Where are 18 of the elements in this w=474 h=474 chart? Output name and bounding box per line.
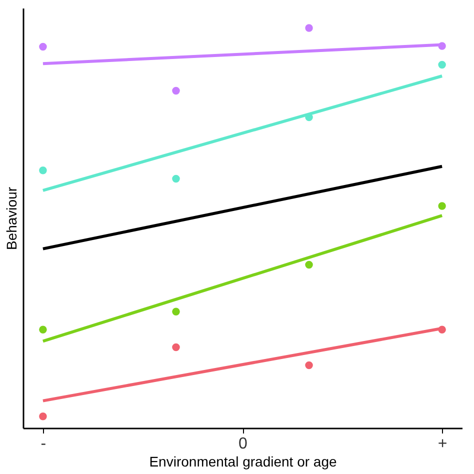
point (438, 60, 446, 69)
point (305, 260, 313, 269)
point (39, 412, 47, 420)
point (305, 361, 313, 370)
point (172, 308, 180, 316)
point (39, 326, 47, 334)
x-tick-label: 0 (238, 436, 248, 452)
point (39, 42, 47, 51)
y-axis-title: Behaviour (4, 186, 20, 250)
point (305, 24, 313, 32)
point (438, 202, 446, 210)
point (39, 166, 47, 174)
point (172, 343, 180, 352)
x-tick-label: + (438, 436, 448, 452)
x-tick-label: - (40, 436, 46, 452)
x-axis-title: Environmental gradient or age (149, 454, 337, 470)
point (172, 86, 180, 95)
point (172, 174, 180, 183)
